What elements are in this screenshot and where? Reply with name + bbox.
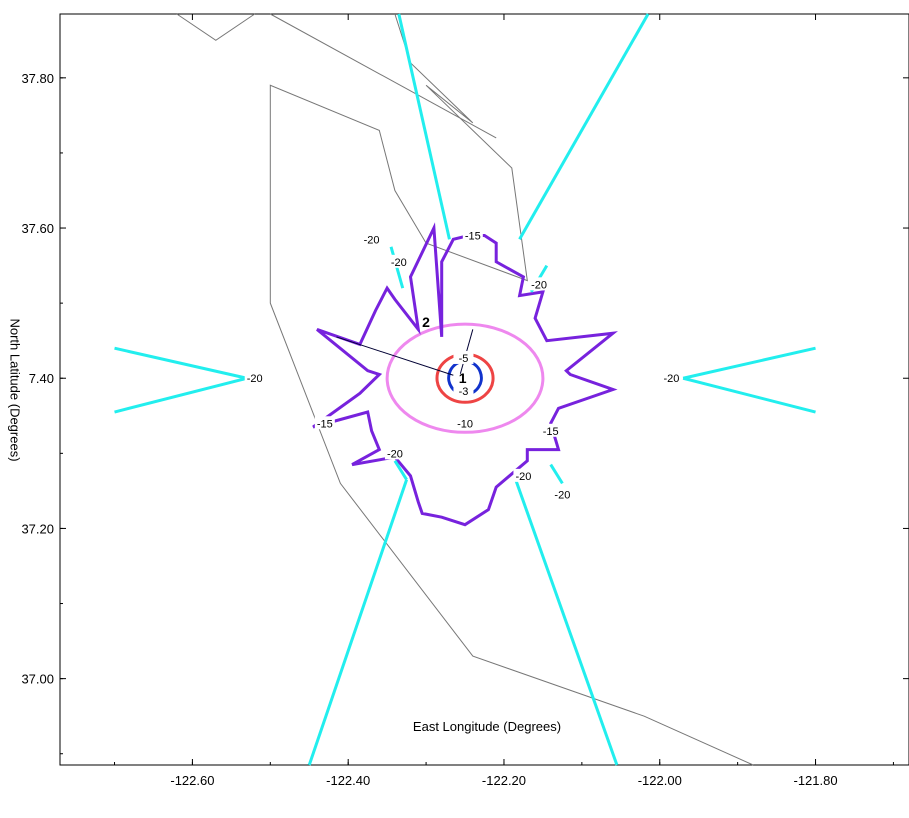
contour-15 xyxy=(312,222,618,527)
contour-label-bg xyxy=(513,468,534,482)
y-axis-label: North Latitude (Degrees) xyxy=(7,318,23,462)
contour-lines xyxy=(114,13,816,766)
contour-20-segment xyxy=(393,460,408,481)
y-tick-label: 37.00 xyxy=(21,672,54,687)
contour-20-segment xyxy=(397,13,451,240)
contour-label-bg xyxy=(540,423,561,437)
contour-label: -20 xyxy=(391,257,407,269)
contour-label: -20 xyxy=(387,448,403,460)
y-tick-label: 37.60 xyxy=(21,221,54,236)
contour-label: -20 xyxy=(364,234,380,246)
contour-20-segment xyxy=(307,479,409,766)
contour-label: -15 xyxy=(317,418,333,430)
contour-label-bg xyxy=(462,228,483,242)
contour-label-bg xyxy=(661,371,682,385)
x-tick-label: -122.60 xyxy=(170,773,214,788)
contour-label-bg xyxy=(314,416,335,430)
plot-border xyxy=(59,13,909,766)
y-axis-label-container: North Latitude (Degrees) xyxy=(0,0,30,818)
contour-20-segment xyxy=(514,479,619,766)
x-axis-label: East Longitude (Degrees) xyxy=(412,719,562,734)
contour-20-segment xyxy=(114,346,248,380)
contour-label-bg xyxy=(244,371,265,385)
x-tick-label: -122.40 xyxy=(326,773,370,788)
contour-20-segment xyxy=(682,376,816,414)
contour-label-bg xyxy=(529,277,550,291)
geography-lines xyxy=(176,13,754,766)
contour-10 xyxy=(385,322,545,434)
county-line xyxy=(269,13,754,766)
contour-label: -15 xyxy=(543,426,559,438)
contour-label: -20 xyxy=(515,471,531,483)
y-tick-label: 37.20 xyxy=(21,521,54,536)
contour-label: -3 xyxy=(459,386,469,398)
contour-label: -20 xyxy=(531,279,547,291)
contour-label-bg xyxy=(552,487,573,501)
contour-label-bg xyxy=(455,416,476,430)
contour-label-bg xyxy=(453,350,474,364)
contour-20-segment xyxy=(549,463,564,485)
site-ray xyxy=(336,336,454,376)
y-tick-label: 37.80 xyxy=(21,71,54,86)
contour-20-segment xyxy=(682,346,816,380)
site-label-2: 2 xyxy=(422,314,430,330)
contour-labels: -3 -5 -10 -15 -15 -15 -20 -20 -20 -20 -20 -20 -20 -20 xyxy=(244,228,682,502)
contour-label: -10 xyxy=(457,418,473,430)
site-label-1: 1 xyxy=(459,370,467,386)
coastline xyxy=(176,13,255,41)
contour-20-segment xyxy=(114,376,248,414)
axis-ticks xyxy=(60,14,909,765)
plot-frame xyxy=(59,13,909,766)
contour-label-bg xyxy=(384,446,405,460)
contour-label: -5 xyxy=(459,353,469,365)
coastline xyxy=(270,13,497,139)
x-tick-label: -122.00 xyxy=(638,773,682,788)
contour-label: -20 xyxy=(663,373,679,385)
contour-label: -20 xyxy=(247,373,263,385)
site-markers: 12 xyxy=(422,314,467,386)
contour-label-bg xyxy=(388,254,409,268)
contour-label-bg xyxy=(453,384,474,398)
contour-label-bg xyxy=(361,232,382,246)
contour-20-segment xyxy=(518,13,650,241)
axis-tick-labels: -122.60 -122.40 -122.20 -122.00 -121.80 37.00… xyxy=(21,71,837,788)
y-tick-label: 7.40 xyxy=(29,371,54,386)
x-tick-label: -121.80 xyxy=(793,773,837,788)
contour-label: -20 xyxy=(554,490,570,502)
contour-label: -15 xyxy=(465,231,481,243)
x-tick-label: -122.20 xyxy=(482,773,526,788)
